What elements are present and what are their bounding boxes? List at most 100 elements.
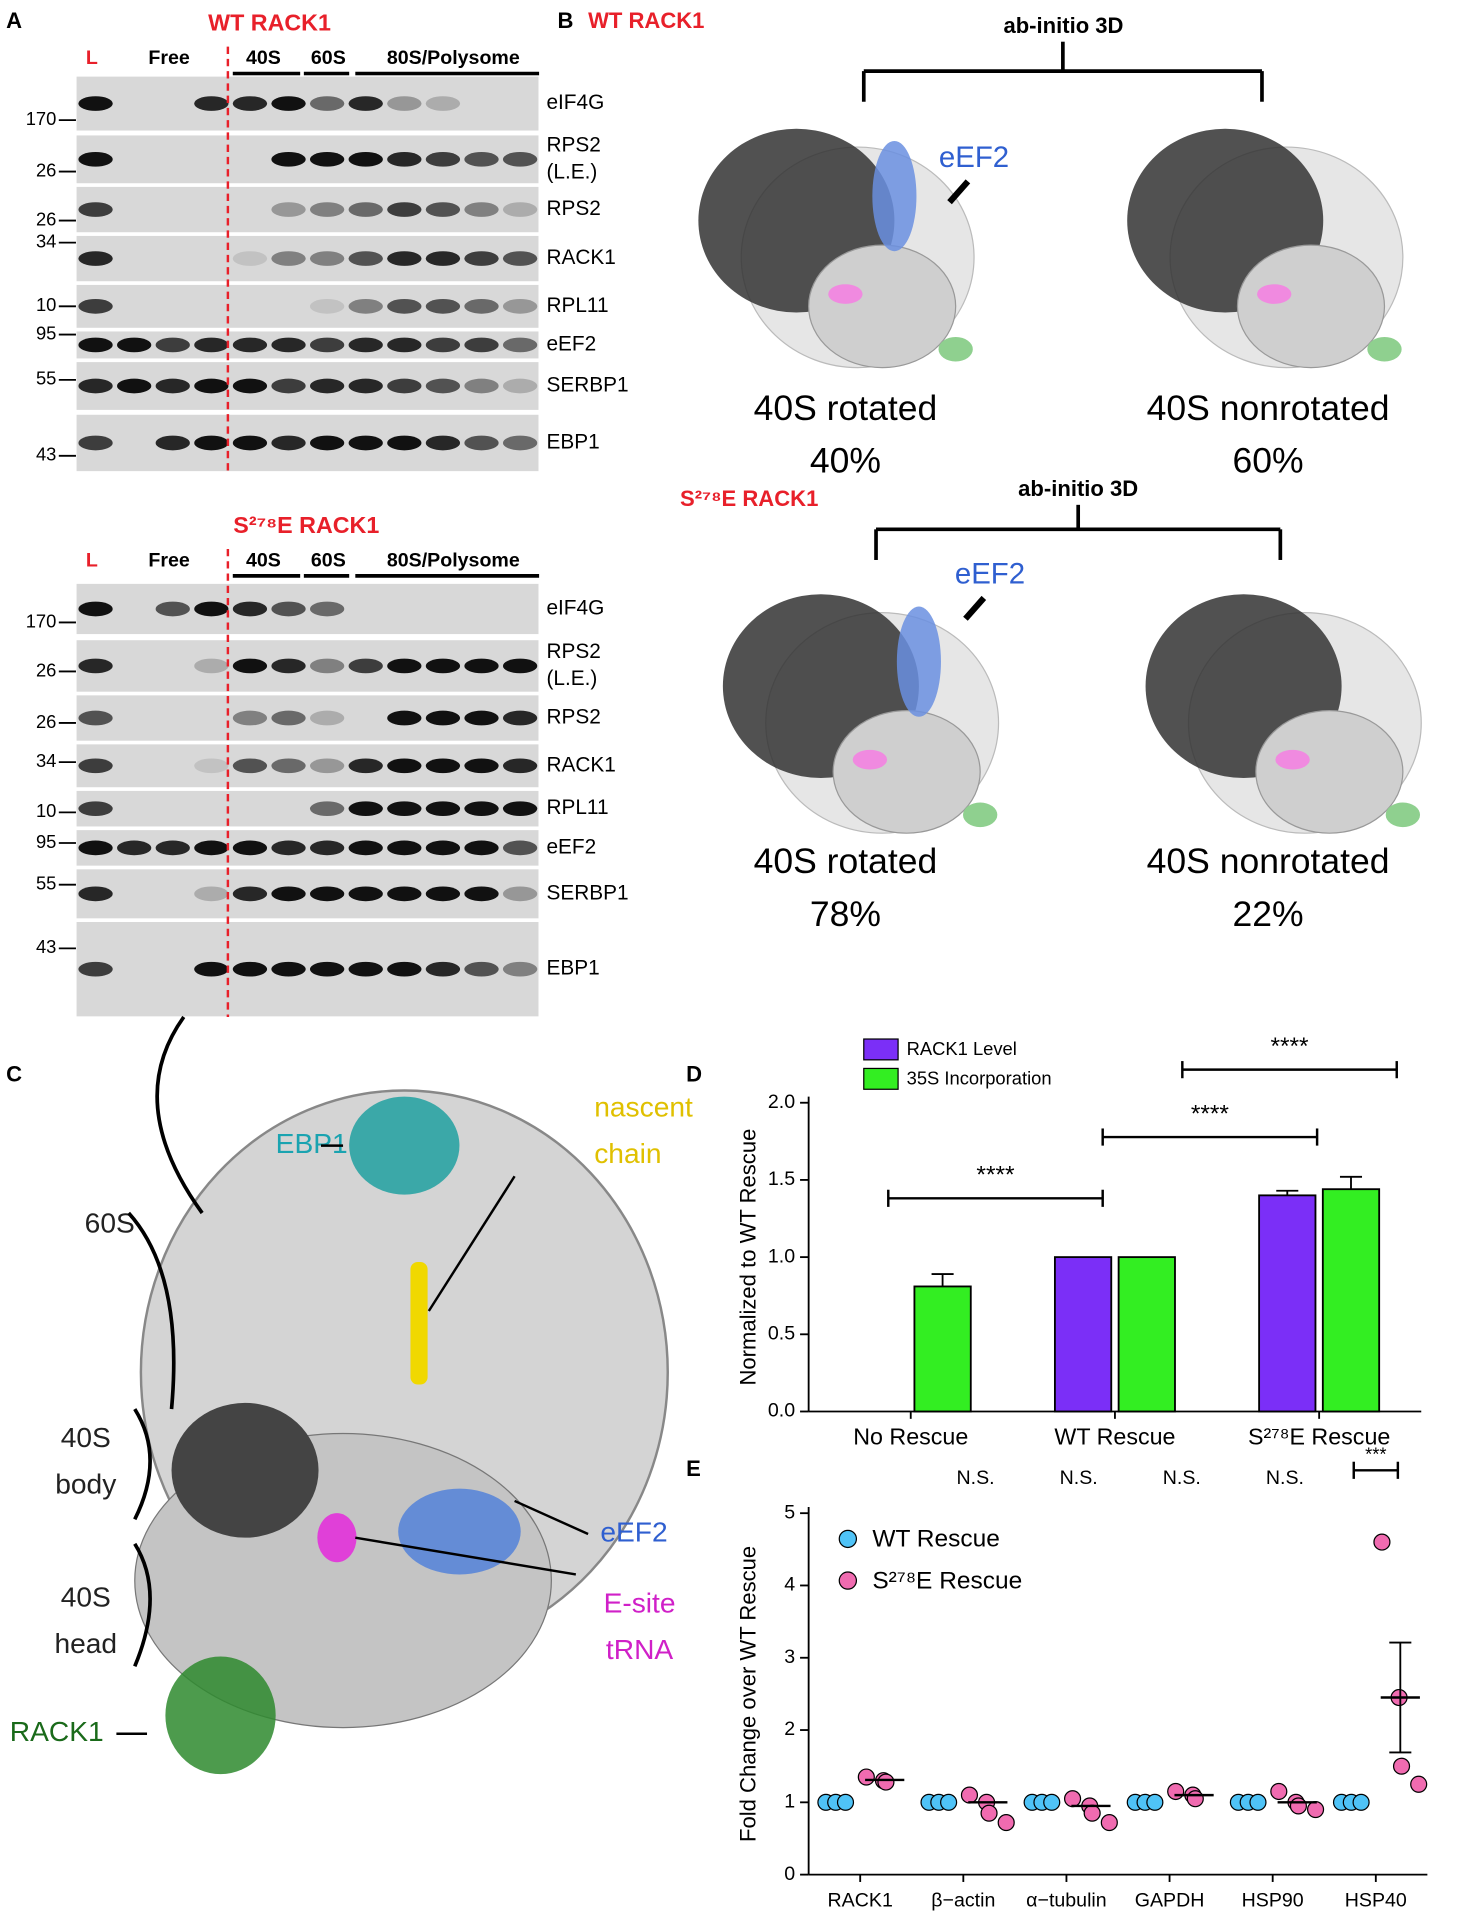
nascent-chain: [410, 1262, 428, 1385]
blot-band: [155, 378, 190, 394]
marker-label: 26: [36, 711, 56, 732]
blot-band: [502, 378, 538, 394]
blot-band: [78, 251, 113, 266]
protein-label: EBP1: [546, 430, 599, 453]
blot-band: [387, 801, 422, 817]
blot-band: [502, 961, 538, 977]
y-tick-label: 4: [784, 1574, 795, 1596]
protein-label: RPL11: [546, 294, 608, 317]
blot-band: [271, 337, 306, 353]
blot-band: [425, 151, 461, 167]
blot-band: [271, 886, 306, 902]
data-point: [1167, 1782, 1185, 1801]
significance-label: ****: [1191, 1100, 1230, 1127]
blot-band: [78, 710, 113, 726]
blot-band: [502, 435, 538, 451]
significance-label: ***: [1365, 1443, 1386, 1464]
blot-band: [387, 202, 422, 217]
trna-density: [828, 284, 863, 304]
blot-band: [309, 801, 345, 817]
bar: [1321, 1188, 1381, 1413]
blot-band: [78, 202, 113, 217]
blot-band: [155, 337, 190, 353]
blot-band: [387, 151, 422, 167]
bar: [1053, 1256, 1113, 1413]
blot-band: [194, 961, 229, 977]
structure-label: chain: [594, 1137, 661, 1169]
marker-label: 26: [36, 659, 56, 680]
data-point: [980, 1804, 998, 1822]
blot-strip: [75, 134, 540, 185]
blot-band: [309, 658, 345, 674]
blot-band: [155, 435, 190, 451]
blot-band: [464, 961, 499, 977]
blot-band: [309, 251, 345, 266]
data-point: [1270, 1782, 1288, 1801]
blot-band: [309, 886, 345, 902]
error-bar: [1339, 1175, 1363, 1190]
blot-band: [271, 710, 306, 726]
blot-band: [78, 840, 113, 856]
x-tick-label: S²⁷⁸E Rescue: [1248, 1424, 1390, 1450]
state-share: 78%: [810, 894, 881, 934]
blot-band: [309, 710, 345, 726]
significance-label: ****: [1270, 1033, 1309, 1060]
rack1-density: [1367, 336, 1402, 362]
blot-strip: [75, 413, 540, 473]
blot-band: [78, 658, 113, 674]
blot-band: [502, 251, 538, 266]
structure-label: tRNA: [606, 1633, 673, 1665]
state-name: 40S rotated: [754, 841, 938, 881]
data-point: [1146, 1793, 1164, 1811]
blot-band: [348, 151, 383, 167]
blot-band: [194, 886, 229, 902]
structure-label: RACK1: [10, 1715, 104, 1747]
blot-band: [309, 961, 345, 977]
data-point: [960, 1786, 979, 1804]
blot-band: [117, 378, 152, 394]
blot-band: [387, 435, 422, 451]
blot-band: [348, 251, 383, 266]
ribosome-body: [1255, 710, 1404, 834]
blot-band: [78, 801, 113, 817]
blot-band: [464, 801, 499, 817]
blot-band: [194, 435, 229, 451]
protein-label: eIF4G: [546, 596, 604, 619]
blot-band: [194, 337, 229, 353]
y-tick-label: 2.0: [768, 1091, 795, 1113]
protein-label: SERBP1: [546, 373, 628, 396]
y-tick-label: 5: [784, 1501, 795, 1523]
blot-band: [464, 378, 499, 394]
blot-band: [194, 840, 229, 856]
ebp1-density: [349, 1096, 460, 1195]
blot-band: [78, 601, 113, 617]
blot-band: [309, 435, 345, 451]
blot-band: [348, 96, 383, 111]
blot-band: [232, 961, 268, 977]
blot-band: [425, 251, 461, 266]
blot-band: [271, 840, 306, 856]
blot-band: [387, 251, 422, 266]
significance-label: N.S.: [1163, 1467, 1201, 1489]
blot-band: [117, 337, 152, 353]
blot-strip: [75, 920, 540, 1018]
lane-label: L: [86, 47, 98, 69]
blot-band: [309, 151, 345, 167]
class-title: WT RACK1: [588, 8, 704, 33]
blot-band: [387, 840, 422, 856]
data-point: [1352, 1793, 1370, 1811]
pointer: [947, 179, 971, 205]
blot-strip: [75, 234, 540, 283]
blot-band: [271, 435, 306, 451]
panel-label: C: [6, 1062, 22, 1087]
blot-band: [425, 961, 461, 977]
method-label: ab-initio 3D: [1018, 476, 1138, 501]
eef2-density: [872, 140, 917, 252]
blot-band: [309, 298, 345, 314]
blot-band: [232, 658, 268, 674]
blot-band: [425, 801, 461, 817]
significance-label: N.S.: [1266, 1467, 1304, 1489]
blot-band: [271, 96, 306, 111]
blot-band: [502, 202, 538, 217]
marker-label: 95: [36, 322, 56, 343]
